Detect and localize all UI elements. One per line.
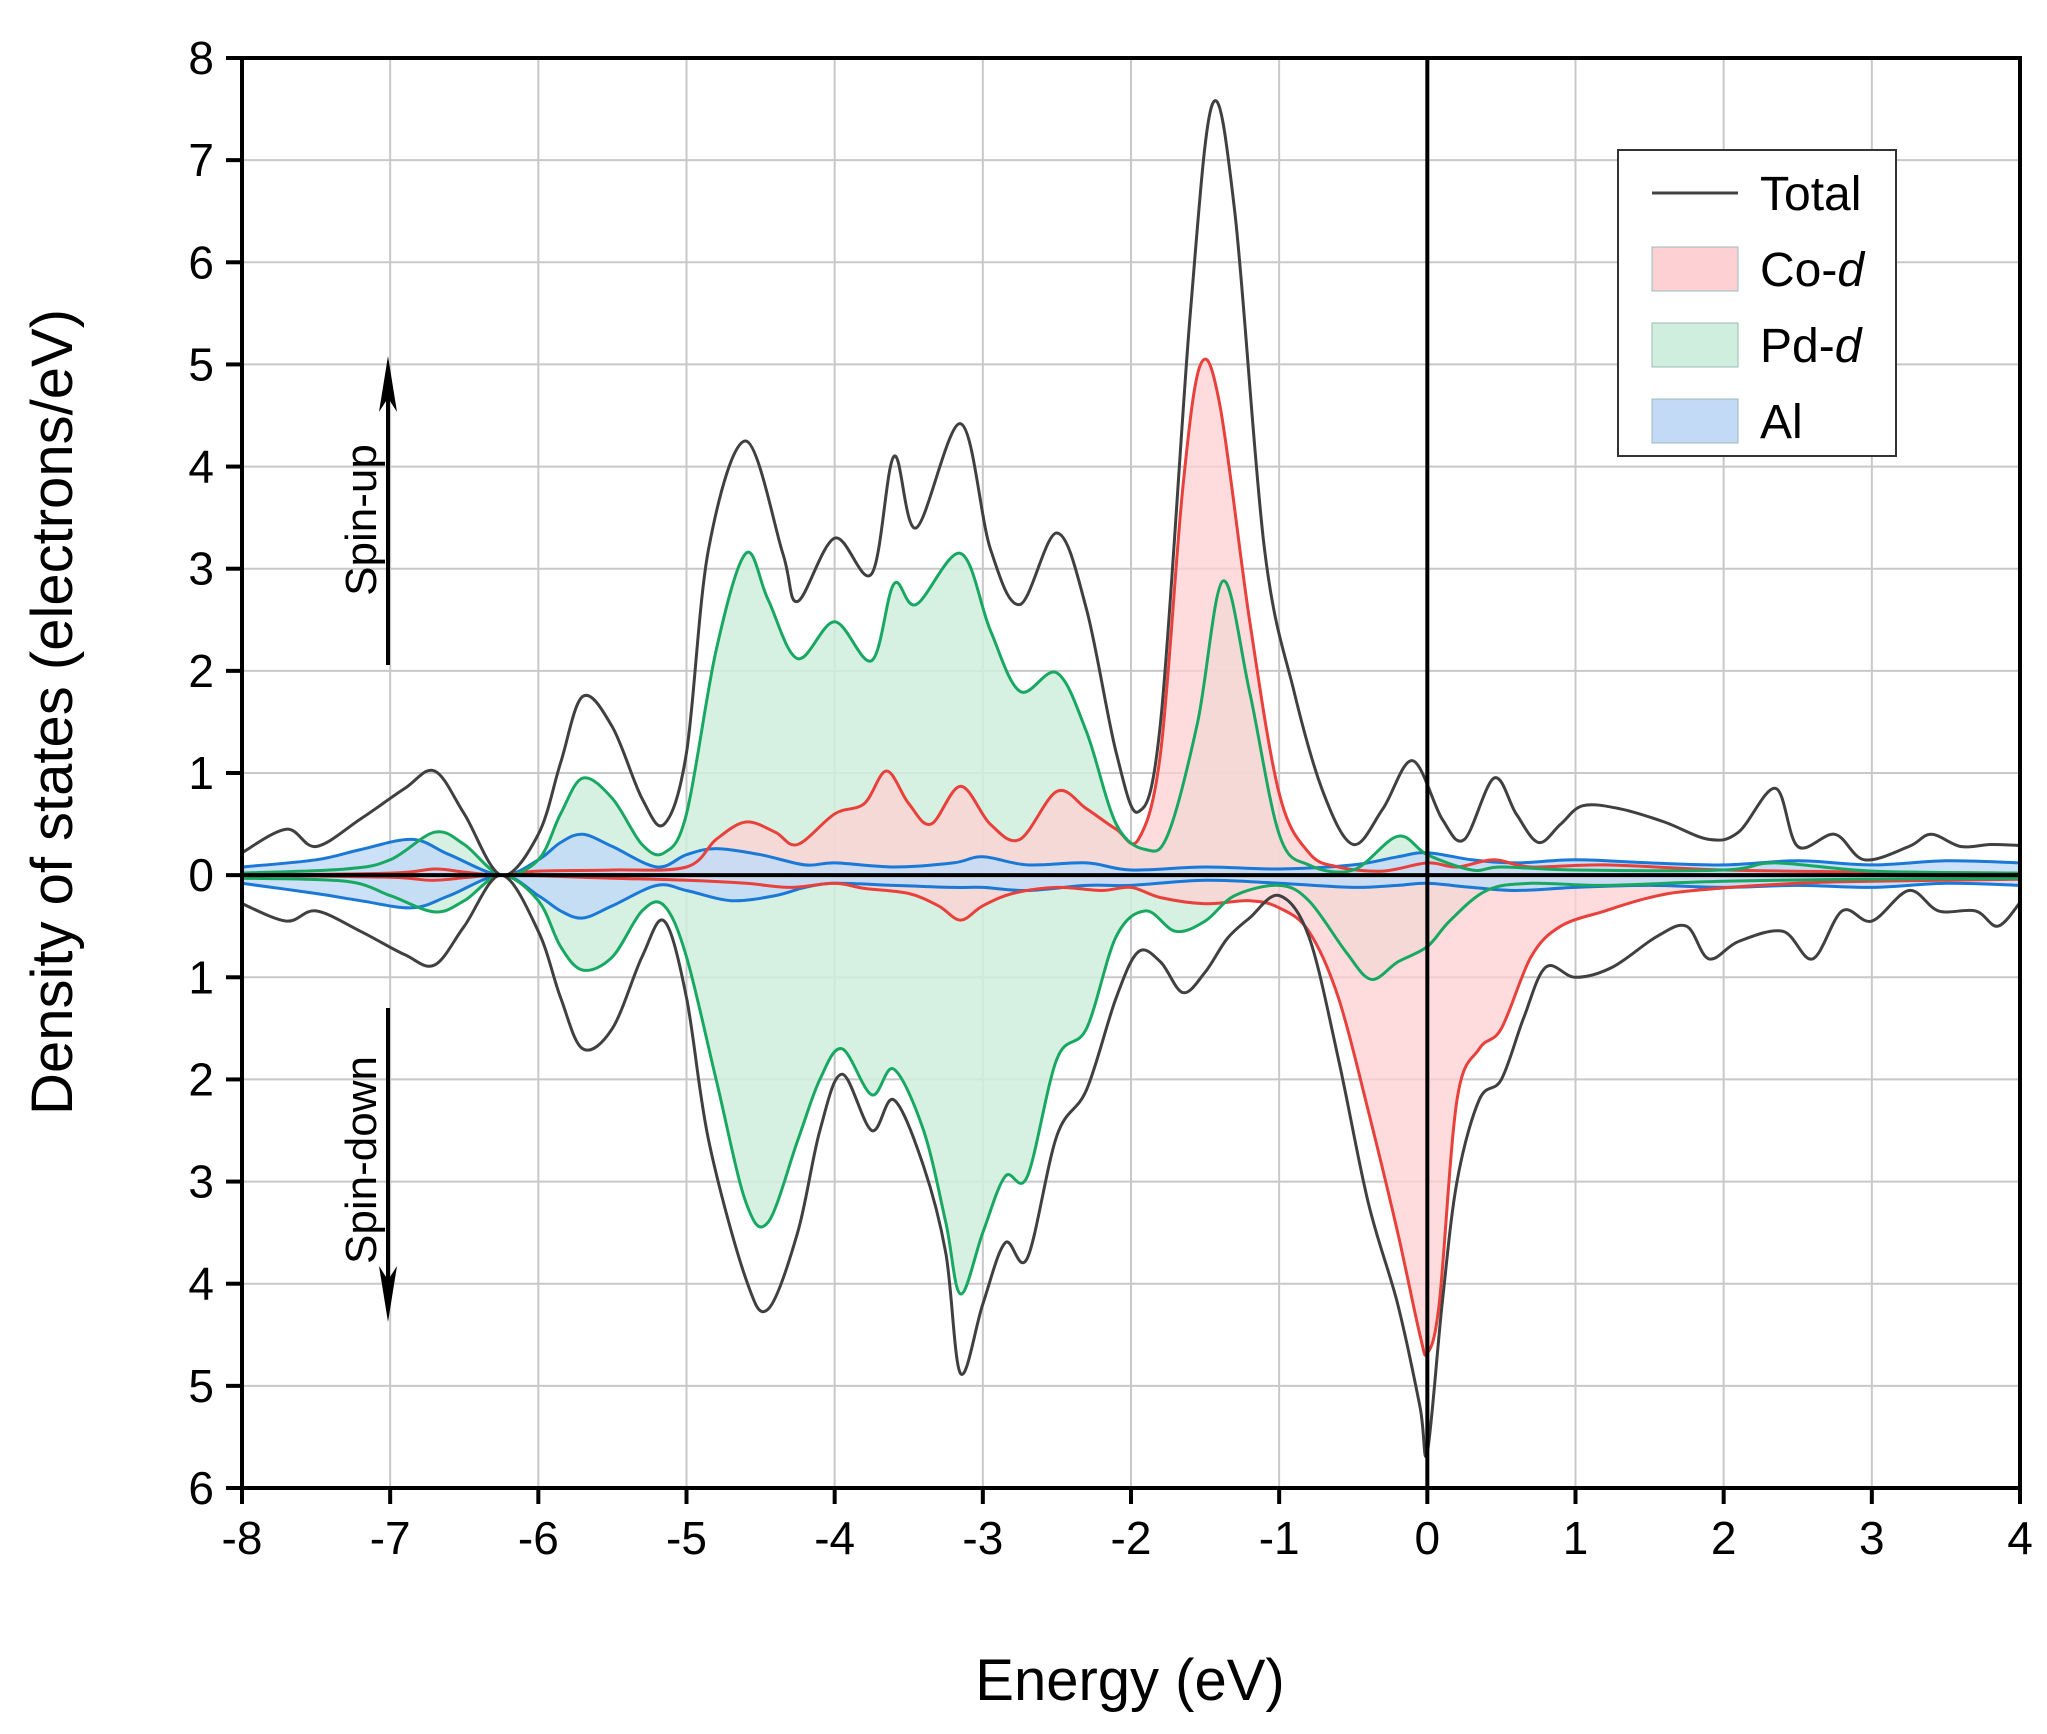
y-tick-label-11: 5 <box>188 338 214 390</box>
legend-label-co-d: Co-d <box>1760 244 1865 297</box>
y-axis-title: Density of states (electrons/eV) <box>20 309 85 1115</box>
spin-up-annotation: Spin-up <box>337 356 397 665</box>
x-tick-label-3: -5 <box>666 1512 707 1564</box>
y-tick-label-7: 1 <box>188 747 214 799</box>
y-tick-label-5: 1 <box>188 951 214 1003</box>
x-tick-label-7: -1 <box>1259 1512 1300 1564</box>
legend-swatch-pd-d <box>1651 322 1739 368</box>
spin-up-label: Spin-up <box>337 444 386 596</box>
y-tick-label-1: 5 <box>188 1360 214 1412</box>
x-tick-label-2: -6 <box>518 1512 559 1564</box>
x-tick-label-10: 2 <box>1711 1512 1737 1564</box>
y-tick-label-0: 6 <box>188 1462 214 1514</box>
x-tick-label-6: -2 <box>1111 1512 1152 1564</box>
legend-label-pd-d: Pd-d <box>1760 320 1863 373</box>
y-tick-label-14: 8 <box>188 32 214 84</box>
legend-label-italic-co-d: d <box>1837 244 1865 297</box>
y-tick-label-4: 2 <box>188 1053 214 1105</box>
spin-down-annotation: Spin-down <box>337 1008 397 1322</box>
legend-label-al: Al <box>1760 396 1803 449</box>
spin-down-label: Spin-down <box>337 1056 386 1264</box>
legend-swatch-al <box>1651 398 1739 444</box>
legend-label-italic-pd-d: d <box>1835 320 1863 373</box>
y-tick-label-13: 7 <box>188 134 214 186</box>
y-tick-label-10: 4 <box>188 441 214 493</box>
series-pd-d-up-line <box>241 550 2021 878</box>
x-tick-label-8: 0 <box>1415 1512 1441 1564</box>
x-tick-label-0: -8 <box>222 1512 263 1564</box>
y-tick-label-9: 3 <box>188 543 214 595</box>
spin-down-arrowhead <box>379 1266 397 1322</box>
series-lines <box>241 99 2022 1458</box>
x-tick-label-9: 1 <box>1563 1512 1589 1564</box>
x-tick-label-5: -3 <box>962 1512 1003 1564</box>
axis-ticks: -8 -7 -6 -5 -4 -3 -2 -1 0 1 2 3 4 6 5 4 3 2 1 0 1 2 3 4 5 6 7 8 <box>188 32 2032 1564</box>
legend-label-total: Total <box>1760 168 1861 221</box>
y-tick-label-12: 6 <box>188 236 214 288</box>
legend: Total Co-d Pd-d Al <box>1617 149 1897 457</box>
legend-swatch-co-d <box>1651 246 1739 292</box>
x-tick-label-12: 4 <box>2007 1512 2033 1564</box>
y-tick-label-8: 2 <box>188 645 214 697</box>
series-total-up-line <box>241 99 2021 877</box>
x-tick-label-11: 3 <box>1859 1512 1885 1564</box>
x-axis-title: Energy (eV) <box>975 1648 1284 1713</box>
y-tick-label-6: 0 <box>188 849 214 901</box>
spin-up-arrowhead <box>379 356 397 412</box>
y-tick-label-3: 3 <box>188 1156 214 1208</box>
x-tick-label-4: -4 <box>814 1512 855 1564</box>
series-total-down-line <box>241 873 2022 1458</box>
x-tick-label-1: -7 <box>370 1512 411 1564</box>
y-tick-label-2: 4 <box>188 1258 214 1310</box>
